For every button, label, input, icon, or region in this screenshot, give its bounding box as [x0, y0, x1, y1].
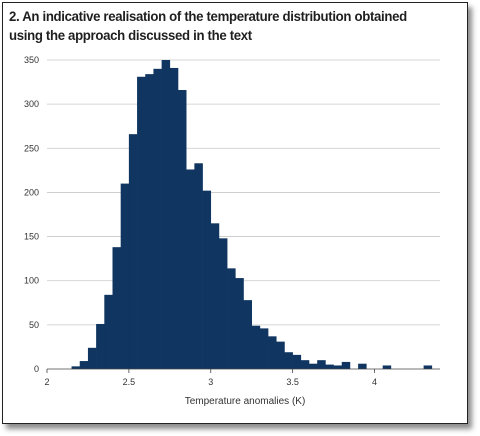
histogram-bar: [104, 294, 113, 369]
x-axis-label: Temperature anomalies (K): [185, 396, 306, 407]
y-tick-label: 50: [29, 320, 39, 330]
histogram-bar: [210, 223, 220, 369]
histogram-bar: [186, 169, 195, 369]
histogram-bar: [276, 341, 285, 369]
histogram-bar: [153, 68, 162, 369]
histogram-bar: [120, 183, 130, 369]
histogram-bar: [333, 365, 343, 369]
histogram-bar: [341, 361, 351, 369]
y-tick-label: 0: [34, 364, 39, 374]
chart-title: 2. An indicative realisation of the temp…: [9, 9, 407, 44]
histogram-bar: [169, 67, 179, 370]
histogram-bar: [137, 76, 146, 369]
y-tick-label: 150: [24, 232, 39, 242]
histogram-bar: [194, 163, 203, 369]
histogram-bar: [284, 352, 293, 369]
y-tick-label: 250: [24, 143, 39, 153]
y-tick-label: 100: [24, 276, 39, 286]
histogram-bar: [202, 190, 212, 369]
histogram-bar: [218, 238, 228, 369]
histogram-bar: [161, 60, 171, 369]
histogram-bar: [96, 323, 105, 369]
histogram-bar: [317, 360, 326, 369]
histogram-bar: [227, 268, 236, 369]
histogram-bar: [71, 366, 81, 369]
y-tick-label: 350: [24, 55, 39, 65]
histogram-bar: [251, 325, 261, 369]
y-tick-label: 200: [24, 187, 39, 197]
y-tick-label: 300: [24, 99, 39, 109]
x-tick-label: 3: [208, 377, 213, 387]
x-tick-label: 2: [44, 377, 49, 387]
x-axis-ticks: 2 2.5 3 3.5 4: [44, 369, 377, 387]
gridlines: [47, 59, 440, 326]
histogram-bar: [423, 365, 433, 369]
histogram-bar: [79, 361, 89, 369]
histogram-bar: [87, 347, 97, 369]
histogram-bar: [268, 336, 277, 369]
histogram-bar: [300, 360, 310, 369]
histogram-bar: [145, 74, 154, 369]
y-axis-ticks: 0 50 100 150 200 250 300 350: [24, 55, 39, 374]
histogram-bar: [358, 363, 367, 369]
histogram-bar: [309, 363, 318, 369]
histogram-bars: [71, 60, 433, 370]
histogram-bar: [235, 278, 244, 369]
histogram-bar: [382, 365, 392, 369]
histogram-bar: [325, 364, 334, 369]
histogram-bar: [292, 354, 302, 369]
x-tick-label: 4: [372, 377, 377, 387]
histogram-bar: [178, 90, 187, 369]
x-tick-label: 3.5: [286, 377, 299, 387]
histogram-bar: [243, 300, 252, 369]
x-tick-label: 2.5: [123, 377, 136, 387]
histogram-bar: [112, 247, 121, 369]
histogram-bar: [128, 134, 138, 369]
histogram-bar: [259, 328, 269, 369]
